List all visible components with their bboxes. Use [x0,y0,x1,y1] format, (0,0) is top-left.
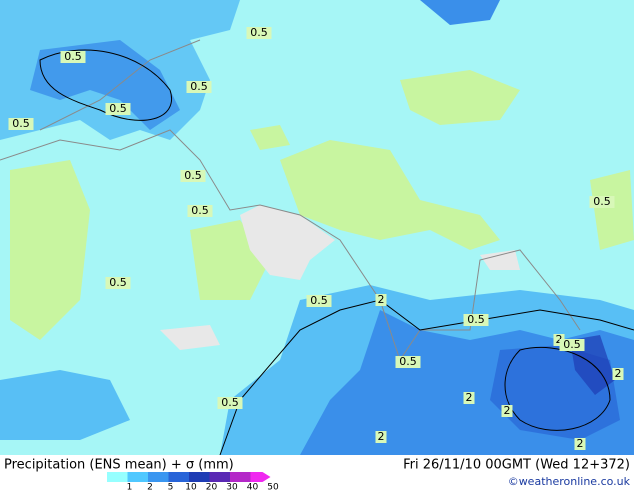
contour-label: 2 [577,437,584,450]
contour-label-box [612,368,624,380]
contour-label-box [375,431,387,443]
contour-labels: 0.50.50.50.50.50.50.50.50.50.5 20.52 0.50.… [8,26,624,450]
contour-label: 2 [556,333,563,346]
contour-label-box [375,294,387,306]
legend-label: 2 [147,483,153,490]
legend-label: 20 [206,483,218,490]
legend-label: 10 [185,483,197,490]
date-label: Fri 26/11/10 00GMT (Wed 12+372) [403,458,630,473]
legend-label: 30 [226,483,238,490]
legend-label: 50 [267,483,279,490]
contour-label-box [589,196,615,208]
contour-label: 0.5 [190,80,208,93]
contour-label-box [186,81,212,93]
contour-label: 0.5 [250,26,268,39]
contour-label-box [306,295,332,307]
contour-label-box [8,118,34,130]
legend: 1 2 5 10 20 30 40 50 [107,472,279,490]
contour-label-box [559,339,585,351]
contour-label-box [574,438,586,450]
contour-label: 0.5 [563,338,581,351]
legend-swatch [250,472,271,482]
map-area [0,0,634,456]
contour-label: 0.5 [64,50,82,63]
contour-label-box [180,170,206,182]
contour-label: 0.5 [467,313,485,326]
legend-swatch [189,472,210,482]
contour-label-box [463,392,475,404]
contour-label-box [501,405,513,417]
contour-label: 2 [504,404,511,417]
contour-label: 0.5 [109,102,127,115]
contour-label: 0.5 [191,204,209,217]
legend-swatch [127,472,148,482]
contour-label: 2 [466,391,473,404]
contour-label-box [553,334,565,346]
legend-swatch [148,472,169,482]
legend-swatch [230,472,251,482]
legend-label: 40 [247,483,259,490]
contour-label: 0.5 [221,396,239,409]
contour-label-box [105,103,131,115]
legend-swatch [107,472,128,482]
contour-label: 2 [378,430,385,443]
legend-swatch [168,472,189,482]
credit: ©weatheronline.co.uk [508,475,631,488]
legend-label: 5 [168,483,174,490]
contour-label-box [246,27,272,39]
contour-label: 0.5 [399,355,417,368]
legend-swatch [209,472,230,482]
contour-label-box [105,277,131,289]
contour-label: 0.5 [184,169,202,182]
contour-label-box [463,314,489,326]
contour-label: 2 [378,293,385,306]
contour-label: 0.5 [593,195,611,208]
contour-label: 0.5 [12,117,30,130]
contour-label: 0.5 [310,294,328,307]
contour-label-box [60,51,86,63]
footer [0,455,634,490]
contour-label-box [187,205,213,217]
contour-label: 2 [615,367,622,380]
contour-label-box [395,356,421,368]
contour-label-box [217,397,243,409]
map-title: Precipitation (ENS mean) + σ (mm) [4,458,234,473]
contour-label: 0.5 [109,276,127,289]
legend-label: 1 [127,483,133,490]
